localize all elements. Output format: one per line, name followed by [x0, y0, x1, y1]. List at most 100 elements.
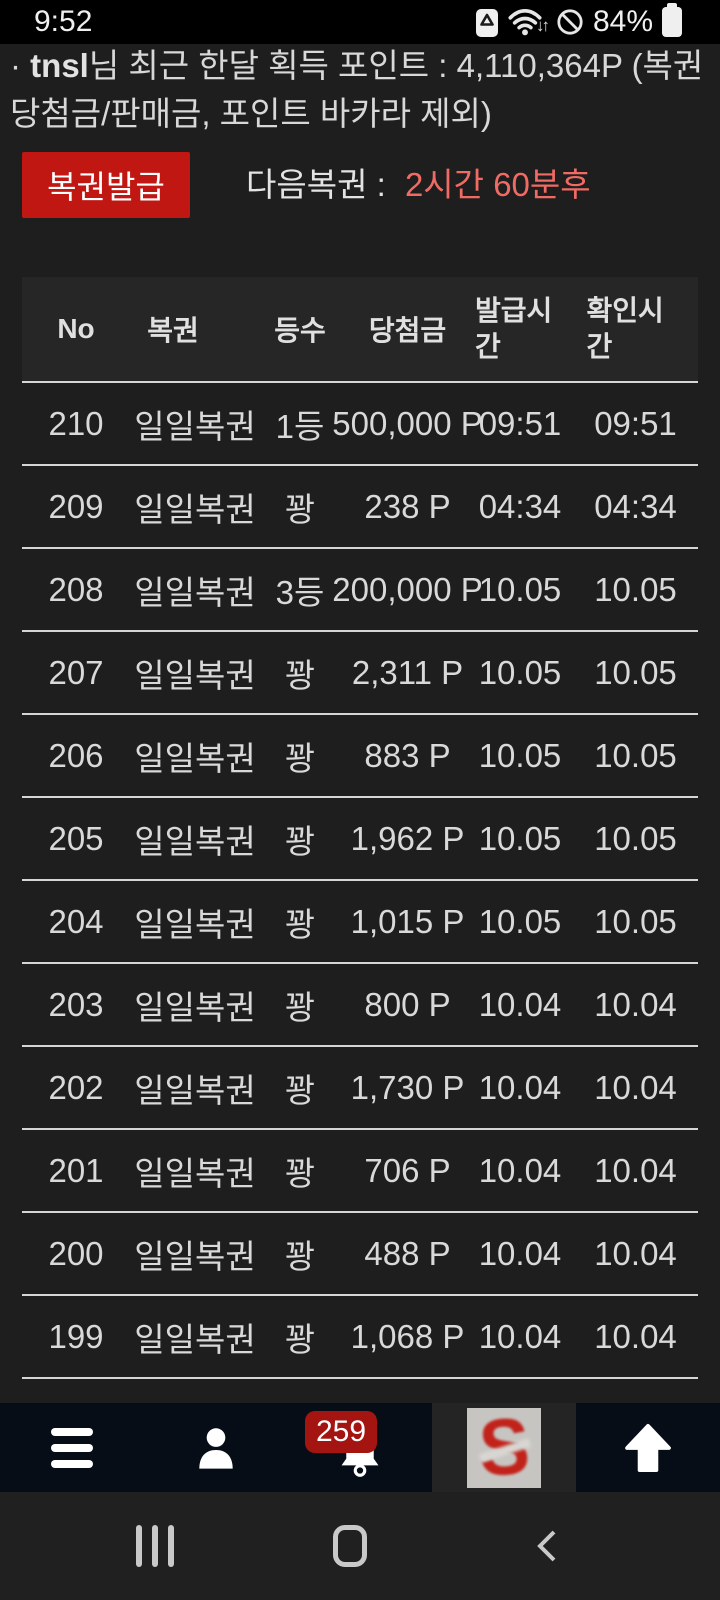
hamburger-icon: [51, 1427, 93, 1468]
site-logo-button[interactable]: S: [432, 1403, 576, 1492]
back-chevron-icon: [537, 1530, 556, 1562]
table-row[interactable]: 199 일일복권 꽝 1,068 P 10.04 10.04: [22, 1296, 698, 1379]
cell-issued-time: 09:51: [478, 404, 562, 442]
cell-rank: 꽝: [284, 739, 316, 777]
table-header-row: No 복권 등수 당첨금 발급시간 확인시간: [22, 277, 698, 383]
cell-no: 199: [48, 1317, 104, 1355]
cell-rank: 3등: [275, 573, 325, 611]
next-lottery-label: 다음복권 :: [246, 166, 386, 203]
table-row[interactable]: 202 일일복권 꽝 1,730 P 10.04 10.04: [22, 1047, 698, 1130]
person-icon: [190, 1422, 242, 1474]
username: tnsl: [30, 47, 89, 84]
table-row[interactable]: 208 일일복권 3등 200,000 P 10.05 10.05: [22, 549, 698, 632]
status-bar: 9:52 ↓↑ 84%: [0, 0, 720, 44]
battery-percent: 84%: [592, 5, 653, 38]
table-row[interactable]: 209 일일복권 꽝 238 P 04:34 04:34: [22, 466, 698, 549]
cell-prize: 500,000 P: [332, 404, 483, 442]
header-prize: 당첨금: [368, 315, 447, 346]
cell-issued-time: 10.04: [478, 1068, 562, 1106]
cell-rank: 꽝: [284, 490, 316, 528]
cell-rank: 꽝: [284, 1237, 316, 1275]
cell-issued-time: 10.04: [478, 1317, 562, 1355]
back-button[interactable]: [512, 1492, 582, 1600]
cell-no: 202: [48, 1068, 104, 1106]
cell-rank: 꽝: [284, 988, 316, 1026]
cell-checked-time: 10.04: [594, 1234, 677, 1272]
profile-button[interactable]: [144, 1403, 288, 1492]
cell-no: 207: [48, 653, 104, 691]
header-issued-time: 발급시간: [475, 295, 553, 362]
lottery-history-table: No 복권 등수 당첨금 발급시간 확인시간 210 일일복권 1등 500,0…: [22, 277, 698, 1379]
cell-checked-time: 10.04: [594, 985, 677, 1023]
cell-prize: 883 P: [364, 736, 451, 774]
cell-rank: 1등: [275, 407, 325, 445]
scroll-top-button[interactable]: [576, 1403, 720, 1492]
notice-line2: 당첨금/판매금, 포인트 바카라 제외): [10, 95, 492, 132]
cell-checked-time: 10.05: [594, 736, 677, 774]
cell-lottery-name: 일일복권: [134, 573, 256, 611]
cell-no: 201: [48, 1151, 104, 1189]
cell-checked-time: 10.05: [594, 653, 677, 691]
cell-checked-time: 10.04: [594, 1151, 677, 1189]
cell-checked-time: 10.05: [594, 902, 677, 940]
cell-no: 205: [48, 819, 104, 857]
cell-lottery-name: 일일복권: [134, 1071, 256, 1109]
table-row[interactable]: 200 일일복권 꽝 488 P 10.04 10.04: [22, 1213, 698, 1296]
cell-no: 208: [48, 570, 104, 608]
cell-issued-time: 10.05: [478, 902, 562, 940]
next-lottery-countdown: 다음복권 : 2시간 60분후: [246, 160, 591, 210]
cell-prize: 1,730 P: [350, 1068, 465, 1106]
interruption-blocked-icon: [556, 8, 584, 36]
clock: 9:52: [34, 5, 93, 38]
arrow-up-icon: [620, 1420, 676, 1476]
header-lottery: 복권: [147, 315, 199, 346]
table-row[interactable]: 206 일일복권 꽝 883 P 10.05 10.05: [22, 715, 698, 798]
table-row[interactable]: 205 일일복권 꽝 1,962 P 10.05 10.05: [22, 798, 698, 881]
notifications-button[interactable]: 259: [288, 1403, 432, 1492]
cell-rank: 꽝: [284, 1071, 316, 1109]
cell-no: 204: [48, 902, 104, 940]
table-row[interactable]: 207 일일복권 꽝 2,311 P 10.05 10.05: [22, 632, 698, 715]
table-row[interactable]: 204 일일복권 꽝 1,015 P 10.05 10.05: [22, 881, 698, 964]
header-rank: 등수: [274, 315, 326, 346]
home-button[interactable]: [315, 1492, 385, 1600]
notice-line1: 님 최근 한달 획득 포인트 : 4,110,364P (복권: [88, 47, 704, 84]
cell-prize: 1,068 P: [350, 1317, 465, 1355]
header-no: No: [57, 313, 95, 344]
cell-no: 203: [48, 985, 104, 1023]
cell-prize: 200,000 P: [332, 570, 483, 608]
cell-checked-time: 10.05: [594, 570, 677, 608]
cell-issued-time: 10.04: [478, 1234, 562, 1272]
cell-lottery-name: 일일복권: [134, 1154, 256, 1192]
cell-issued-time: 10.05: [478, 570, 562, 608]
menu-button[interactable]: [0, 1403, 144, 1492]
cell-issued-time: 10.05: [478, 736, 562, 774]
wifi-icon: ↓↑: [508, 8, 550, 36]
cell-lottery-name: 일일복권: [134, 1320, 256, 1358]
table-row[interactable]: 201 일일복권 꽝 706 P 10.04 10.04: [22, 1130, 698, 1213]
cell-lottery-name: 일일복권: [134, 905, 256, 943]
cell-issued-time: 10.04: [478, 985, 562, 1023]
cell-issued-time: 10.05: [478, 653, 562, 691]
cell-lottery-name: 일일복권: [134, 739, 256, 777]
cell-rank: 꽝: [284, 656, 316, 694]
cell-lottery-name: 일일복권: [134, 822, 256, 860]
bottom-nav-bar: 259 S: [0, 1403, 720, 1492]
issue-lottery-button[interactable]: 복권발급: [22, 152, 190, 218]
cell-lottery-name: 일일복권: [134, 1237, 256, 1275]
cell-prize: 2,311 P: [351, 653, 464, 691]
table-row[interactable]: 203 일일복권 꽝 800 P 10.04 10.04: [22, 964, 698, 1047]
site-logo-image: S: [467, 1407, 541, 1488]
table-row[interactable]: 210 일일복권 1등 500,000 P 09:51 09:51: [22, 383, 698, 466]
cell-checked-time: 10.04: [594, 1068, 677, 1106]
cell-no: 209: [48, 487, 104, 525]
cell-prize: 238 P: [364, 487, 451, 525]
cell-issued-time: 10.05: [478, 819, 562, 857]
cell-rank: 꽝: [284, 1320, 316, 1358]
cell-rank: 꽝: [284, 1154, 316, 1192]
recents-button[interactable]: [120, 1492, 190, 1600]
cell-prize: 706 P: [364, 1151, 451, 1189]
cell-issued-time: 10.04: [478, 1151, 562, 1189]
lottery-table-body: 210 일일복권 1등 500,000 P 09:51 09:51 209 일일…: [22, 383, 698, 1379]
